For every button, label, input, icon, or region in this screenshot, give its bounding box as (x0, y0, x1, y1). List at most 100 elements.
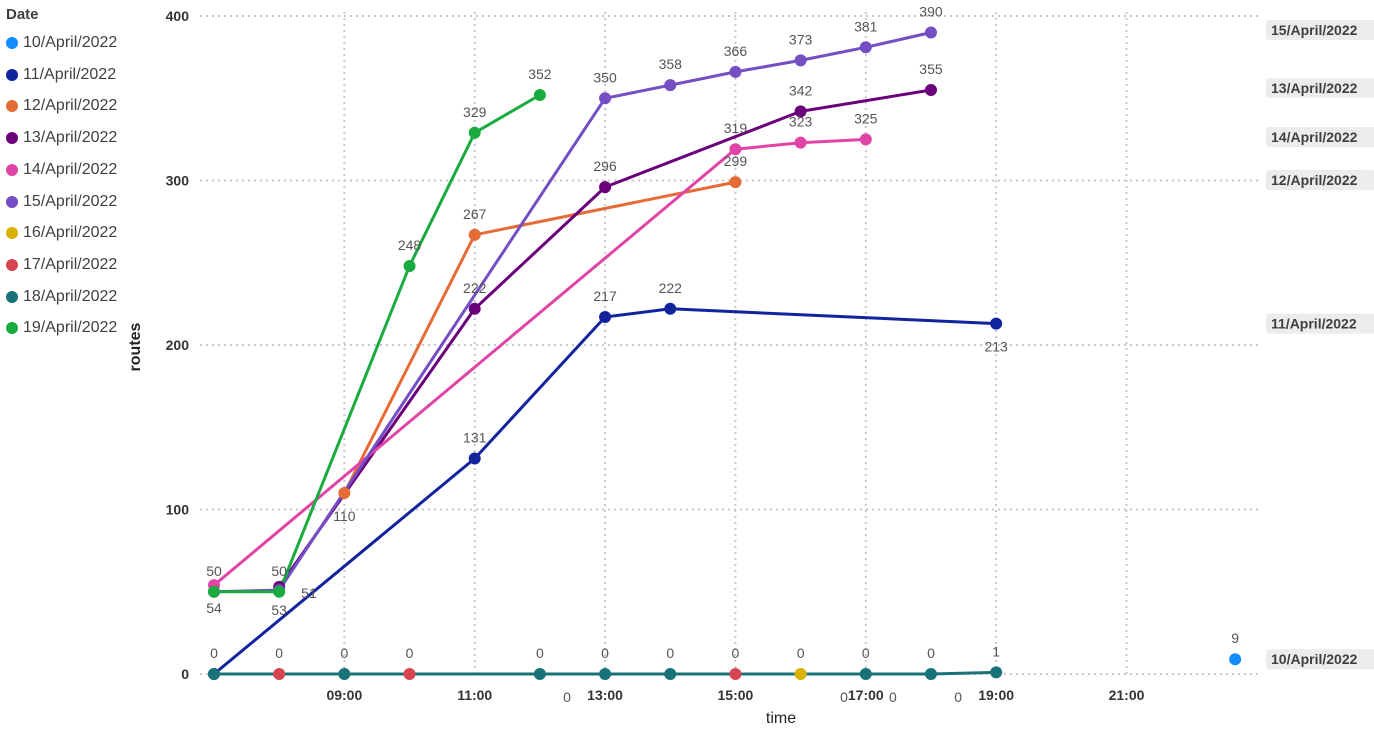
data-label: 51 (301, 585, 317, 601)
data-label: 0 (840, 689, 848, 705)
data-point (924, 26, 937, 39)
legend-item[interactable]: 19/April/2022 (6, 317, 117, 339)
x-tick-label: 19:00 (978, 687, 1014, 703)
y-tick-label: 400 (166, 8, 190, 24)
data-label: 9 (1231, 630, 1239, 646)
data-point (208, 585, 220, 598)
x-tick-label: 09:00 (326, 687, 362, 703)
data-point (729, 143, 742, 156)
legend-label: 17/April/2022 (23, 255, 118, 273)
data-point (990, 317, 1003, 330)
y-tick-label: 200 (166, 337, 190, 353)
data-point (664, 302, 677, 315)
data-label: 0 (797, 645, 805, 661)
data-label: 329 (463, 104, 487, 120)
y-tick-label: 0 (181, 666, 189, 682)
data-label: 325 (854, 110, 878, 126)
data-label: 0 (601, 645, 609, 661)
series-end-label-bg (1266, 649, 1374, 670)
data-point (859, 41, 872, 54)
data-point (468, 452, 481, 465)
legend-label: 16/April/2022 (23, 224, 118, 242)
y-tick-label: 100 (166, 502, 190, 518)
data-point (338, 668, 351, 680)
series-end-label: 15/April/2022 (1271, 22, 1358, 38)
y-axis-label: routes (127, 322, 144, 372)
data-point (664, 668, 677, 680)
data-label: 248 (398, 237, 422, 253)
data-point (599, 668, 612, 680)
data-label: 131 (463, 430, 487, 446)
legend-title: Date (6, 6, 39, 23)
legend-marker (6, 227, 18, 240)
legend-item[interactable]: 17/April/2022 (6, 254, 117, 276)
data-label: 358 (659, 56, 683, 72)
legend-marker (6, 195, 18, 208)
legend-label: 10/April/2022 (23, 34, 118, 51)
data-label: 0 (406, 645, 414, 661)
series-end-label: 12/April/2022 (1271, 172, 1358, 188)
data-label: 110 (333, 508, 356, 524)
x-tick-label: 17:00 (848, 687, 884, 703)
data-point (208, 668, 220, 680)
legend-item[interactable]: 13/April/2022 (6, 127, 117, 149)
data-label: 0 (210, 645, 218, 661)
legend-item[interactable]: 12/April/2022 (6, 95, 117, 117)
data-label: 0 (927, 645, 935, 661)
legend-marker (6, 322, 18, 335)
series-end-label-bg (1266, 127, 1374, 147)
data-label: 0 (536, 645, 544, 661)
data-point (729, 668, 742, 680)
legend-label: 12/April/2022 (23, 97, 118, 115)
data-label: 323 (789, 114, 813, 130)
data-point (859, 133, 872, 146)
data-label: 0 (666, 645, 674, 661)
legend-label: 11/April/2022 (23, 65, 117, 83)
data-point (1229, 653, 1242, 666)
data-point (273, 585, 286, 598)
series-end-label: 13/April/2022 (1271, 80, 1358, 96)
data-point (924, 84, 937, 97)
legend-label: 19/April/2022 (23, 319, 118, 337)
legend-marker (6, 163, 18, 176)
data-point (794, 668, 807, 680)
legend-label: 14/April/2022 (23, 160, 118, 178)
series-line (213, 137, 866, 587)
legend-marker (6, 37, 18, 49)
legend-item[interactable]: 11/April/2022 (6, 64, 116, 86)
legend-item[interactable]: 16/April/2022 (6, 222, 117, 244)
legend-item[interactable]: 14/April/2022 (6, 159, 117, 181)
legend-label: 13/April/2022 (23, 129, 118, 147)
data-label: 296 (593, 158, 617, 174)
legend-label: 15/April/2022 (23, 192, 118, 210)
legend-label: 18/April/2022 (23, 287, 118, 305)
legend-marker (6, 258, 18, 271)
data-label: 381 (854, 18, 878, 34)
legend-item[interactable]: 15/April/2022 (6, 191, 117, 213)
series-line (214, 670, 997, 676)
legend-item[interactable]: 10/April/2022 (6, 32, 117, 54)
x-tick-label: 15:00 (718, 687, 754, 703)
series-end-label-bg (1266, 313, 1374, 334)
legend-item[interactable]: 18/April/2022 (6, 286, 117, 308)
data-label: 0 (340, 645, 348, 661)
data-point (403, 668, 416, 680)
data-point (990, 666, 1003, 679)
data-label: 366 (724, 43, 748, 59)
series-line (213, 31, 932, 594)
series-end-label: 14/April/2022 (1271, 129, 1358, 145)
data-point (468, 126, 481, 139)
data-label: 350 (593, 69, 617, 85)
legend-marker (6, 100, 18, 113)
data-point (533, 668, 546, 680)
data-label: 53 (271, 602, 287, 618)
series-end-label-bg (1266, 20, 1374, 40)
data-label: 1 (992, 643, 1000, 659)
series-end-label-bg (1266, 78, 1374, 98)
data-label: 390 (919, 3, 943, 19)
data-point (338, 487, 351, 500)
x-tick-label: 13:00 (587, 687, 623, 703)
data-label: 0 (862, 645, 870, 661)
